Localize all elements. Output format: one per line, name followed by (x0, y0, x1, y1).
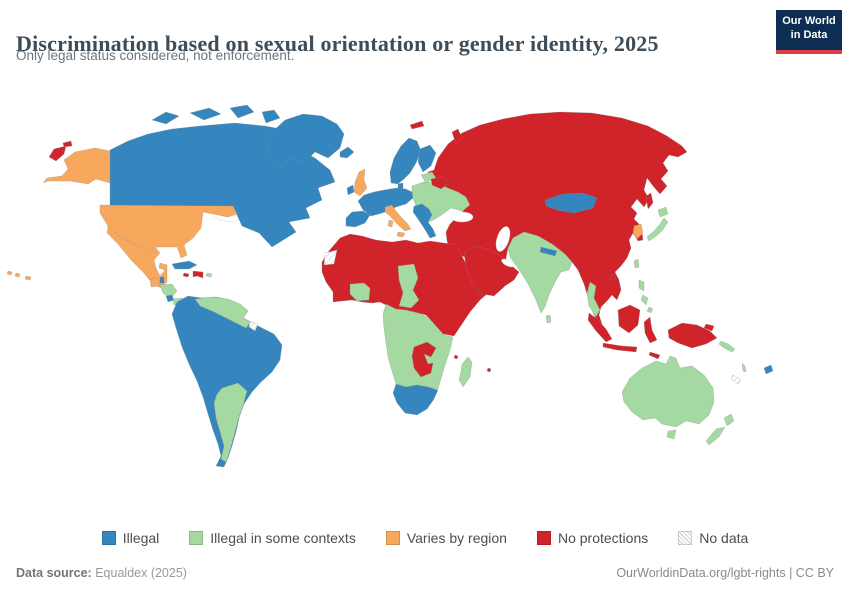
data-source-label: Data source: (16, 566, 92, 580)
chart-footer: Data source: Equaldex (2025) OurWorldinD… (16, 566, 834, 580)
persian-gulf (501, 258, 515, 268)
data-source-value: Equaldex (2025) (95, 566, 187, 580)
region-hawaii[interactable] (6, 270, 32, 281)
region-japan-honshu[interactable] (646, 217, 669, 242)
region-argentina-paraguay[interactable] (213, 382, 248, 463)
region-canadian-arctic-islands[interactable] (151, 104, 281, 125)
region-greenland[interactable] (266, 113, 345, 169)
region-new-guinea[interactable] (667, 322, 718, 349)
region-timor[interactable] (648, 351, 661, 360)
legend-label-illegal: Illegal (122, 530, 160, 546)
region-italy[interactable] (384, 204, 412, 232)
caspian-sea (495, 226, 511, 252)
legend-swatch-no-protections (536, 531, 551, 545)
map-legend: Illegal Illegal in some contexts Varies … (0, 530, 850, 546)
region-hainan[interactable] (610, 273, 617, 280)
legend-label-no-data: No data (699, 530, 749, 546)
region-sri-lanka[interactable] (545, 314, 552, 324)
region-usa[interactable] (99, 204, 238, 259)
region-java[interactable] (602, 342, 638, 353)
region-sardinia[interactable] (387, 219, 394, 228)
region-nepal[interactable] (539, 246, 558, 257)
data-source: Data source: Equaldex (2025) (16, 566, 187, 580)
legend-item-no-data[interactable]: No data (678, 530, 748, 546)
region-western-sahara[interactable] (323, 249, 338, 266)
legend-swatch-illegal (101, 531, 116, 545)
region-philippines[interactable] (638, 279, 654, 314)
region-madagascar[interactable] (458, 356, 473, 388)
legend-swatch-no-data (678, 531, 693, 545)
region-scandinavia[interactable] (389, 137, 422, 185)
region-sulawesi[interactable] (643, 316, 658, 344)
legend-label-varies-by-region: Varies by region (406, 530, 507, 546)
region-ireland[interactable] (346, 184, 355, 196)
legend-item-varies-by-region[interactable]: Varies by region (385, 530, 507, 546)
region-borneo[interactable] (617, 304, 641, 334)
legend-item-no-protections[interactable]: No protections (536, 530, 649, 546)
region-arabian-peninsula[interactable] (463, 245, 520, 297)
region-hispaniola[interactable] (192, 270, 204, 279)
region-iceland[interactable] (339, 146, 355, 159)
region-chukotka[interactable] (48, 140, 73, 162)
legend-swatch-illegal-some-contexts (189, 531, 204, 545)
region-vanuatu[interactable] (741, 362, 747, 373)
region-belarus[interactable] (430, 176, 450, 190)
credit-link[interactable]: OurWorldinData.org/lgbt-rights | CC BY (616, 566, 834, 580)
region-thailand[interactable] (586, 281, 601, 318)
region-cuba[interactable] (171, 260, 198, 270)
region-honduras-nicaragua[interactable] (159, 283, 178, 300)
legend-swatch-varies-by-region (385, 531, 400, 545)
region-ghana-cote-divoire[interactable] (349, 282, 371, 302)
region-belize[interactable] (159, 276, 165, 284)
region-sicily[interactable] (396, 231, 406, 238)
region-jamaica[interactable] (182, 272, 190, 278)
region-new-zealand-south[interactable] (705, 426, 726, 446)
region-balkans-greece[interactable] (412, 203, 437, 239)
region-puerto-rico[interactable] (205, 272, 213, 278)
region-tasmania[interactable] (666, 429, 677, 440)
region-solomons[interactable] (718, 340, 736, 353)
region-mexico[interactable] (106, 225, 168, 289)
owid-logo-line2: in Data (790, 29, 828, 42)
page-title: Discrimination based on sexual orientati… (16, 30, 659, 56)
page-subtitle: Only legal status considered, not enforc… (16, 48, 295, 63)
region-alaska[interactable] (42, 147, 111, 185)
region-zambia-zimbabwe[interactable] (411, 341, 437, 378)
region-finland[interactable] (417, 144, 437, 173)
region-uk[interactable] (353, 168, 368, 197)
region-south-korea[interactable] (632, 223, 644, 240)
region-japan-hokkaido[interactable] (657, 206, 669, 218)
region-taiwan[interactable] (633, 258, 640, 269)
legend-label-illegal-some-contexts: Illegal in some contexts (210, 530, 356, 546)
owid-logo-line1: Our World (782, 15, 836, 27)
region-new-zealand-north[interactable] (723, 413, 735, 427)
region-south-africa[interactable] (392, 383, 439, 416)
region-svalbard[interactable] (409, 120, 425, 130)
legend-item-illegal-some-contexts[interactable]: Illegal in some contexts (189, 530, 356, 546)
legend-label-no-protections: No protections (557, 530, 649, 546)
region-west-europe[interactable] (357, 187, 414, 217)
legend-item-illegal[interactable]: Illegal (101, 530, 160, 546)
region-iberia[interactable] (345, 210, 371, 228)
region-australia[interactable] (621, 355, 715, 428)
region-fiji[interactable] (763, 364, 774, 375)
region-sumatra[interactable] (587, 312, 613, 343)
region-mauritius[interactable] (486, 367, 492, 373)
region-novaya-zemlya[interactable] (451, 128, 463, 145)
region-sakhalin[interactable] (645, 192, 654, 210)
region-comoros[interactable] (453, 354, 459, 360)
region-chad-car[interactable] (397, 263, 420, 309)
owid-logo[interactable]: Our World in Data (776, 10, 842, 54)
region-french-guiana[interactable] (248, 321, 259, 332)
region-bismarck[interactable] (703, 323, 715, 332)
region-mongolia[interactable] (544, 192, 598, 214)
black-sea (450, 211, 474, 223)
region-new-caledonia[interactable] (730, 374, 742, 385)
region-venezuela-guyanas[interactable] (194, 296, 252, 329)
region-guatemala[interactable] (149, 277, 161, 288)
